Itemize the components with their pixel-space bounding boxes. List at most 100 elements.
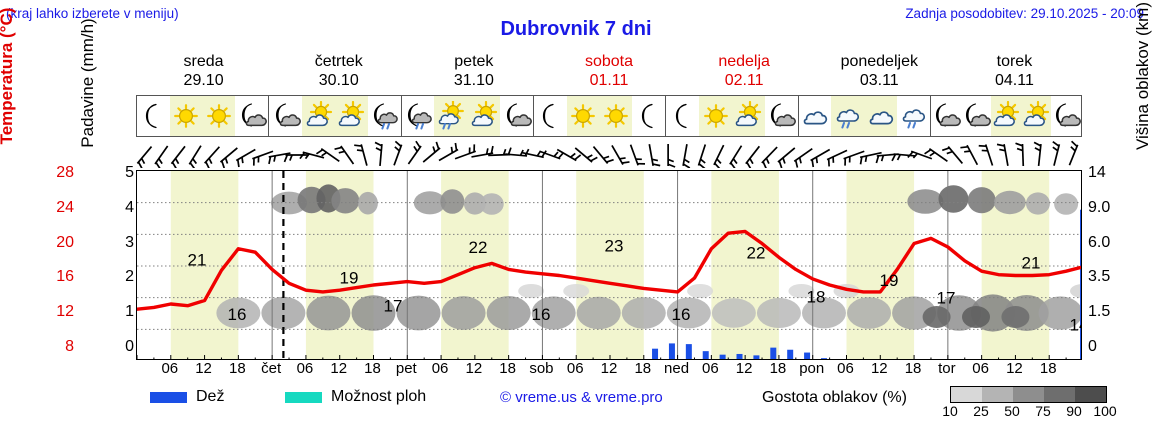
- svg-text:23: 23: [605, 236, 624, 255]
- weather-icon-moon-cloud-icon: [931, 96, 961, 136]
- precipitation-tick-2: 3: [125, 233, 134, 251]
- svg-text:21: 21: [1022, 254, 1041, 273]
- weather-icon-sun-cloud-w-icon: [334, 96, 368, 136]
- day-date: 04.11: [994, 72, 1034, 89]
- weather-icon-sun-icon: [202, 96, 236, 136]
- weather-icon-moon-cloud-icon: [269, 96, 302, 136]
- weather-icon-strip: [136, 95, 1082, 137]
- temperature-tick-4: 12: [56, 303, 74, 321]
- svg-text:17: 17: [384, 296, 403, 315]
- x-axis-label-5: 12: [330, 360, 348, 377]
- forecast-plot[interactable]: 21 16 19 17 22 16 23 16 22 18 19 17 21 14: [136, 170, 1082, 360]
- day-column-nedelja: nedelja 02.11: [677, 52, 812, 92]
- icon-day-četrtek: [269, 96, 402, 136]
- day-name: torek: [996, 53, 1033, 70]
- day-name: petek: [454, 53, 494, 70]
- temperature-tick-2: 20: [56, 233, 74, 251]
- svg-text:21: 21: [188, 251, 207, 270]
- cloud-density-tick-3: 75: [1035, 403, 1051, 419]
- icon-day-sreda: [137, 96, 270, 136]
- x-axis-label-16: 06: [702, 360, 719, 377]
- x-axis-label-12: 06: [566, 360, 584, 377]
- icon-day-petek: [402, 96, 534, 136]
- x-axis-label-11: sob: [529, 360, 554, 377]
- svg-text:16: 16: [672, 305, 691, 324]
- precipitation-tick-5: 0: [125, 338, 134, 355]
- cloud-height-tick-3: 3.5: [1088, 268, 1111, 286]
- showers-color-swatch: [285, 391, 322, 403]
- weather-icon-moon-cloud-icon: [500, 96, 533, 136]
- cloud-height-tick-2: 6.0: [1088, 233, 1111, 251]
- cloud-density-tick-0: 10: [942, 403, 958, 419]
- cloud-density-legend-title: Gostota oblakov (%): [762, 389, 907, 406]
- x-axis-label-8: 06: [431, 360, 449, 377]
- day-name: četrtek: [314, 53, 363, 70]
- cloud-density-tick-4: 90: [1066, 403, 1082, 419]
- weather-icon-moon-icon: [632, 96, 665, 136]
- x-axis-label-1: 12: [195, 360, 212, 377]
- cloud-density-tick-1: 25: [973, 403, 989, 419]
- x-axis-label-13: 12: [600, 360, 618, 377]
- x-axis-label-15: ned: [664, 360, 690, 377]
- temperature-tick-1: 24: [56, 198, 74, 216]
- day-date: 02.11: [724, 72, 764, 89]
- weather-icon-cloud-rain-icon: [897, 96, 930, 136]
- temperature-tick-5: 8: [65, 338, 74, 355]
- icon-day-sobota: [534, 96, 667, 136]
- temperature-axis-ticks: 28 24 20 16 12 8: [40, 164, 74, 365]
- cloud-density-swatch-4: [1075, 387, 1106, 402]
- day-column-sreda: sreda 29.10: [136, 52, 271, 92]
- day-date: 29.10: [183, 72, 224, 89]
- x-axis-label-24: 06: [972, 360, 989, 377]
- weather-icon-sun-cloud-w-icon: [467, 96, 501, 136]
- weather-icon-sun-cloud-rain-icon: [434, 96, 468, 136]
- weather-icon-sun-cloud-w-icon: [731, 96, 765, 136]
- cloud-height-axis-ticks: 14 9.0 6.0 3.5 1.5 0: [1088, 164, 1130, 365]
- x-axis-label-4: 06: [296, 360, 314, 377]
- weather-icon-sun-icon: [699, 96, 732, 136]
- weather-icon-sun-icon: [599, 96, 633, 136]
- weather-icon-sun-cloud-w-icon: [302, 96, 335, 136]
- temperature-tick-0: 28: [56, 164, 74, 181]
- day-column-ponedeljek: ponedeljek 03.11: [812, 52, 947, 92]
- cloud-height-tick-0: 14: [1088, 164, 1106, 181]
- svg-text:14: 14: [1070, 316, 1082, 335]
- day-name: sreda: [183, 53, 224, 70]
- page-title: Dubrovnik 7 dni: [500, 18, 652, 40]
- rain-color-swatch: [150, 391, 187, 403]
- weather-icon-cloud-w-icon: [864, 96, 898, 136]
- precipitation-tick-0: 5: [125, 164, 134, 181]
- x-axis-label-26: 18: [1039, 360, 1057, 377]
- menu-hint: (kraj lahko izberete v meniju): [6, 6, 179, 21]
- x-axis-label-20: 06: [837, 360, 854, 377]
- cloud-height-tick-1: 9.0: [1088, 198, 1111, 216]
- cloud-density-colorbar: [950, 386, 1107, 403]
- day-date: 01.11: [589, 72, 629, 89]
- cloud-density-tick-5: 100: [1093, 403, 1117, 419]
- weather-icon-moon-icon: [137, 96, 170, 136]
- weather-icon-sun-cloud-w-icon: [990, 96, 1021, 136]
- weather-icon-moon-cloud-icon: [765, 96, 798, 136]
- cloud-density-swatch-3: [1044, 387, 1075, 402]
- day-date: 03.11: [859, 72, 899, 89]
- temperature-axis-title: Temperatura (°C): [0, 7, 16, 145]
- svg-text:22: 22: [469, 238, 488, 257]
- x-axis-label-18: 18: [769, 360, 787, 377]
- weather-icon-moon-cloud-rain-icon: [368, 96, 401, 136]
- day-name: nedelja: [718, 53, 770, 70]
- weather-icon-sun-cloud-w-icon: [1020, 96, 1051, 136]
- x-axis-label-6: 18: [364, 360, 381, 377]
- svg-text:16: 16: [228, 305, 247, 324]
- precipitation-axis-ticks: 5 4 3 2 1 0: [112, 164, 134, 365]
- weather-icon-moon-icon: [666, 96, 699, 136]
- copyright-notice[interactable]: © vreme.us & vreme.pro: [500, 389, 663, 406]
- x-axis-label-0: 06: [161, 360, 179, 377]
- last-updated: Zadnja posodobitev: 29.10.2025 - 20:09: [905, 6, 1144, 21]
- cloud-density-swatch-0: [951, 387, 982, 402]
- x-axis-label-7: pet: [395, 360, 417, 377]
- legend-showers: Možnost ploh: [285, 388, 426, 406]
- precipitation-tick-1: 4: [125, 198, 134, 216]
- svg-text:16: 16: [532, 305, 551, 324]
- weather-icon-moon-cloud-icon: [961, 96, 991, 136]
- x-axis-label-19: pon: [799, 360, 825, 377]
